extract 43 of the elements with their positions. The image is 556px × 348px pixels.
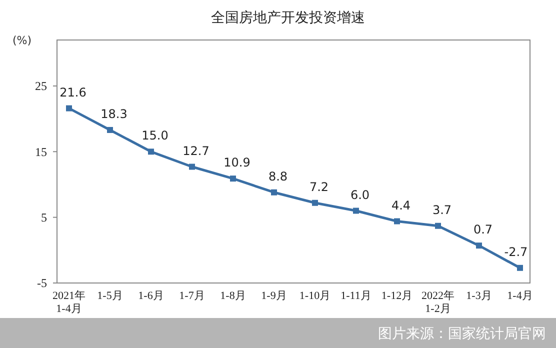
data-label: 10.9 bbox=[224, 156, 250, 170]
data-label: 0.7 bbox=[473, 222, 493, 237]
x-tick-label: 1-3月 bbox=[466, 290, 492, 302]
data-label: 7.2 bbox=[309, 180, 329, 194]
y-tick-label: -5 bbox=[37, 276, 47, 290]
data-label: -2.7 bbox=[504, 244, 528, 259]
data-label: 21.6 bbox=[60, 85, 86, 100]
data-label: 12.7 bbox=[182, 144, 210, 158]
data-label: 3.7 bbox=[432, 202, 452, 217]
x-tick-label: 2022年 1-2月 bbox=[422, 290, 454, 315]
point bbox=[148, 148, 154, 155]
y-tick-label: 15 bbox=[35, 144, 47, 159]
point bbox=[271, 189, 277, 196]
y-axis-title: (%) bbox=[12, 34, 32, 47]
data-label: 4.4 bbox=[391, 198, 411, 212]
point bbox=[230, 176, 236, 182]
y-tick-label: 25 bbox=[35, 79, 47, 94]
point bbox=[312, 200, 318, 206]
point bbox=[353, 208, 359, 214]
x-tick-label: 1-8月 bbox=[220, 290, 246, 302]
point bbox=[107, 126, 113, 133]
text: 图片来源：国家统计局官网 bbox=[378, 326, 546, 342]
point bbox=[394, 218, 400, 224]
point bbox=[476, 242, 482, 249]
x-tick-label: 1-5月 bbox=[97, 290, 123, 302]
point bbox=[66, 105, 72, 112]
x-tick-label: 2021年 1-4月 bbox=[52, 290, 86, 315]
x-tick-label: 1-4月 bbox=[507, 290, 533, 302]
data-label: 18.3 bbox=[100, 106, 128, 121]
data-label: 6.0 bbox=[350, 188, 370, 202]
y-tick-label: 5 bbox=[41, 210, 47, 225]
x-tick-label: 1-7月 bbox=[179, 290, 205, 302]
x-tick-label: 1-6月 bbox=[138, 290, 164, 302]
chart-title: 全国房地产开发投资增速 bbox=[211, 10, 365, 26]
point bbox=[435, 222, 441, 229]
point bbox=[189, 164, 195, 170]
x-tick-label: 1-10月 bbox=[299, 290, 331, 302]
x-tick-label: 1-11月 bbox=[340, 290, 372, 302]
data-label: 15.0 bbox=[142, 128, 168, 143]
x-tick-label: 1-9月 bbox=[261, 290, 287, 302]
point bbox=[517, 264, 523, 271]
data-label: 8.8 bbox=[268, 169, 288, 184]
x-tick-label: 1-12月 bbox=[381, 290, 413, 302]
